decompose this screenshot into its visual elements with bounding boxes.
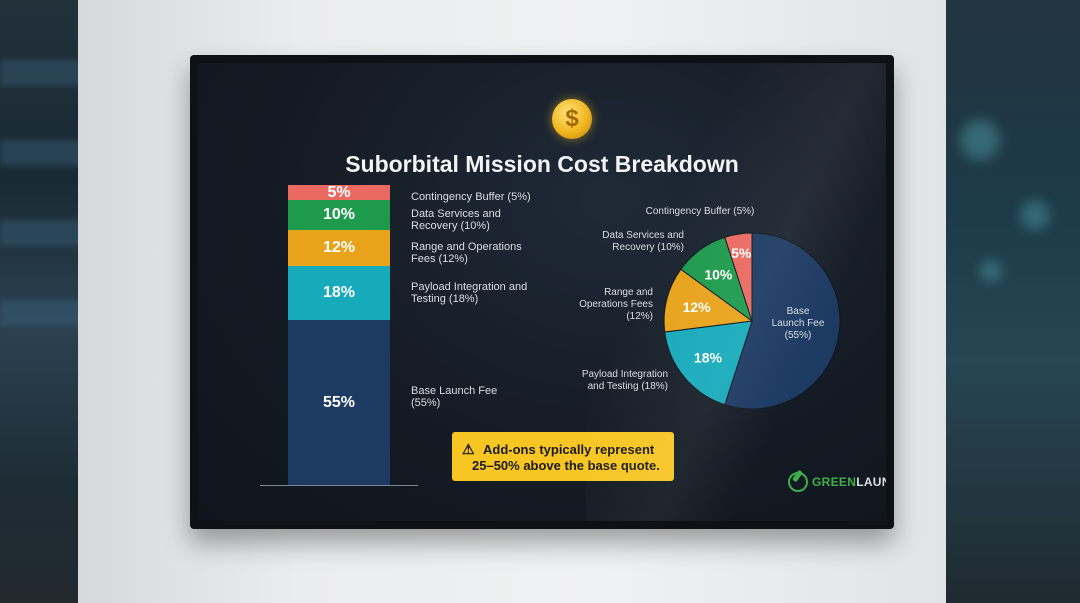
bar-legend-payload: Payload Integration and Testing (18%) (411, 281, 541, 305)
pie-label-range: Range and Operations Fees (12%) (563, 287, 653, 323)
pie-label-payload: Payload Integration and Testing (18%) (558, 369, 668, 393)
logo-wordmark: GREENLAUNCH (812, 475, 886, 489)
pie-label-line: (55%) (784, 330, 812, 341)
bar-legend-line: Data Services and (411, 208, 501, 220)
bar-legend-data: Data Services and Recovery (10%) (411, 208, 541, 232)
pie-label-contingency: Contingency Buffer (5%) (635, 206, 765, 218)
pie-slice-range (663, 268, 754, 333)
pie-label-line: and Testing (18%) (587, 381, 668, 392)
dollar-coin-icon: $ (552, 99, 592, 139)
pie-label-base: Base Launch Fee (55%) (753, 306, 843, 342)
chart-title: Suborbital Mission Cost Breakdown (345, 151, 739, 177)
bar-legend-contingency: Contingency Buffer (5%) (411, 191, 541, 203)
pie-value-label-range: 12% (683, 299, 712, 315)
bar-legend-line: Contingency Buffer (5%) (411, 191, 531, 203)
screen: $ Suborbital Mission Cost Breakdown 55% B… (198, 63, 886, 521)
pie-slice-payload (664, 320, 753, 406)
greenlaunch-logo: GREENLAUNCH (788, 472, 886, 492)
pie-label-line: Data Services and (602, 230, 684, 241)
bar-legend-line: Payload Integration and (411, 281, 528, 293)
bar-legend-base: Base Launch Fee (55%) (411, 385, 541, 409)
rocket-leaf-icon (788, 472, 808, 492)
bar-segment-payload: 18% (288, 266, 390, 320)
pie-label-line: Launch Fee (771, 318, 825, 329)
background-right (940, 0, 1080, 603)
callout-box: ⚠ Add-ons typically represent 25–50% abo… (452, 432, 674, 481)
bar-legend-range: Range and Operations Fees (12%) (411, 241, 541, 265)
callout-line-2: 25–50% above the base quote. (472, 458, 660, 473)
bar-segment-data: 10% (288, 200, 390, 230)
pie-value-label-contingency: 5% (731, 245, 752, 261)
bar-legend-line: (55%) (411, 397, 441, 409)
bar-baseline (260, 485, 418, 486)
pie-label-line: Range and (604, 287, 653, 298)
pie-label-line: (12%) (626, 311, 653, 322)
pie-slice-base (724, 232, 841, 410)
pie-label-line: Recovery (10%) (612, 242, 684, 253)
pie-label-line: Operations Fees (579, 299, 653, 310)
pie-chart: 18% 12% 10% 5% (663, 232, 841, 410)
warning-icon: ⚠ (462, 441, 475, 457)
pie-value-label-data: 10% (704, 267, 733, 283)
bar-segment-base: 55% (288, 320, 390, 485)
bar-legend-line: Recovery (10%) (411, 220, 490, 232)
bar-legend-line: Fees (12%) (411, 253, 468, 265)
bar-legend-line: Base Launch Fee (411, 385, 498, 397)
pie-slice-contingency (724, 232, 753, 322)
pie-label-line: Contingency Buffer (5%) (645, 206, 755, 217)
bar-segment-contingency: 5% (288, 184, 390, 201)
callout-line-1: Add-ons typically represent (483, 442, 655, 457)
pie-value-label-payload: 18% (694, 349, 723, 365)
pie-label-data: Data Services and Recovery (10%) (574, 230, 684, 254)
bar-segment-range: 12% (288, 230, 390, 266)
pie-label-line: Base (786, 306, 810, 317)
bar-legend-line: Testing (18%) (411, 293, 479, 305)
pie-label-line: Payload Integration (581, 369, 668, 380)
monitor: $ Suborbital Mission Cost Breakdown 55% B… (190, 55, 894, 529)
bar-legend-line: Range and Operations (411, 241, 522, 253)
